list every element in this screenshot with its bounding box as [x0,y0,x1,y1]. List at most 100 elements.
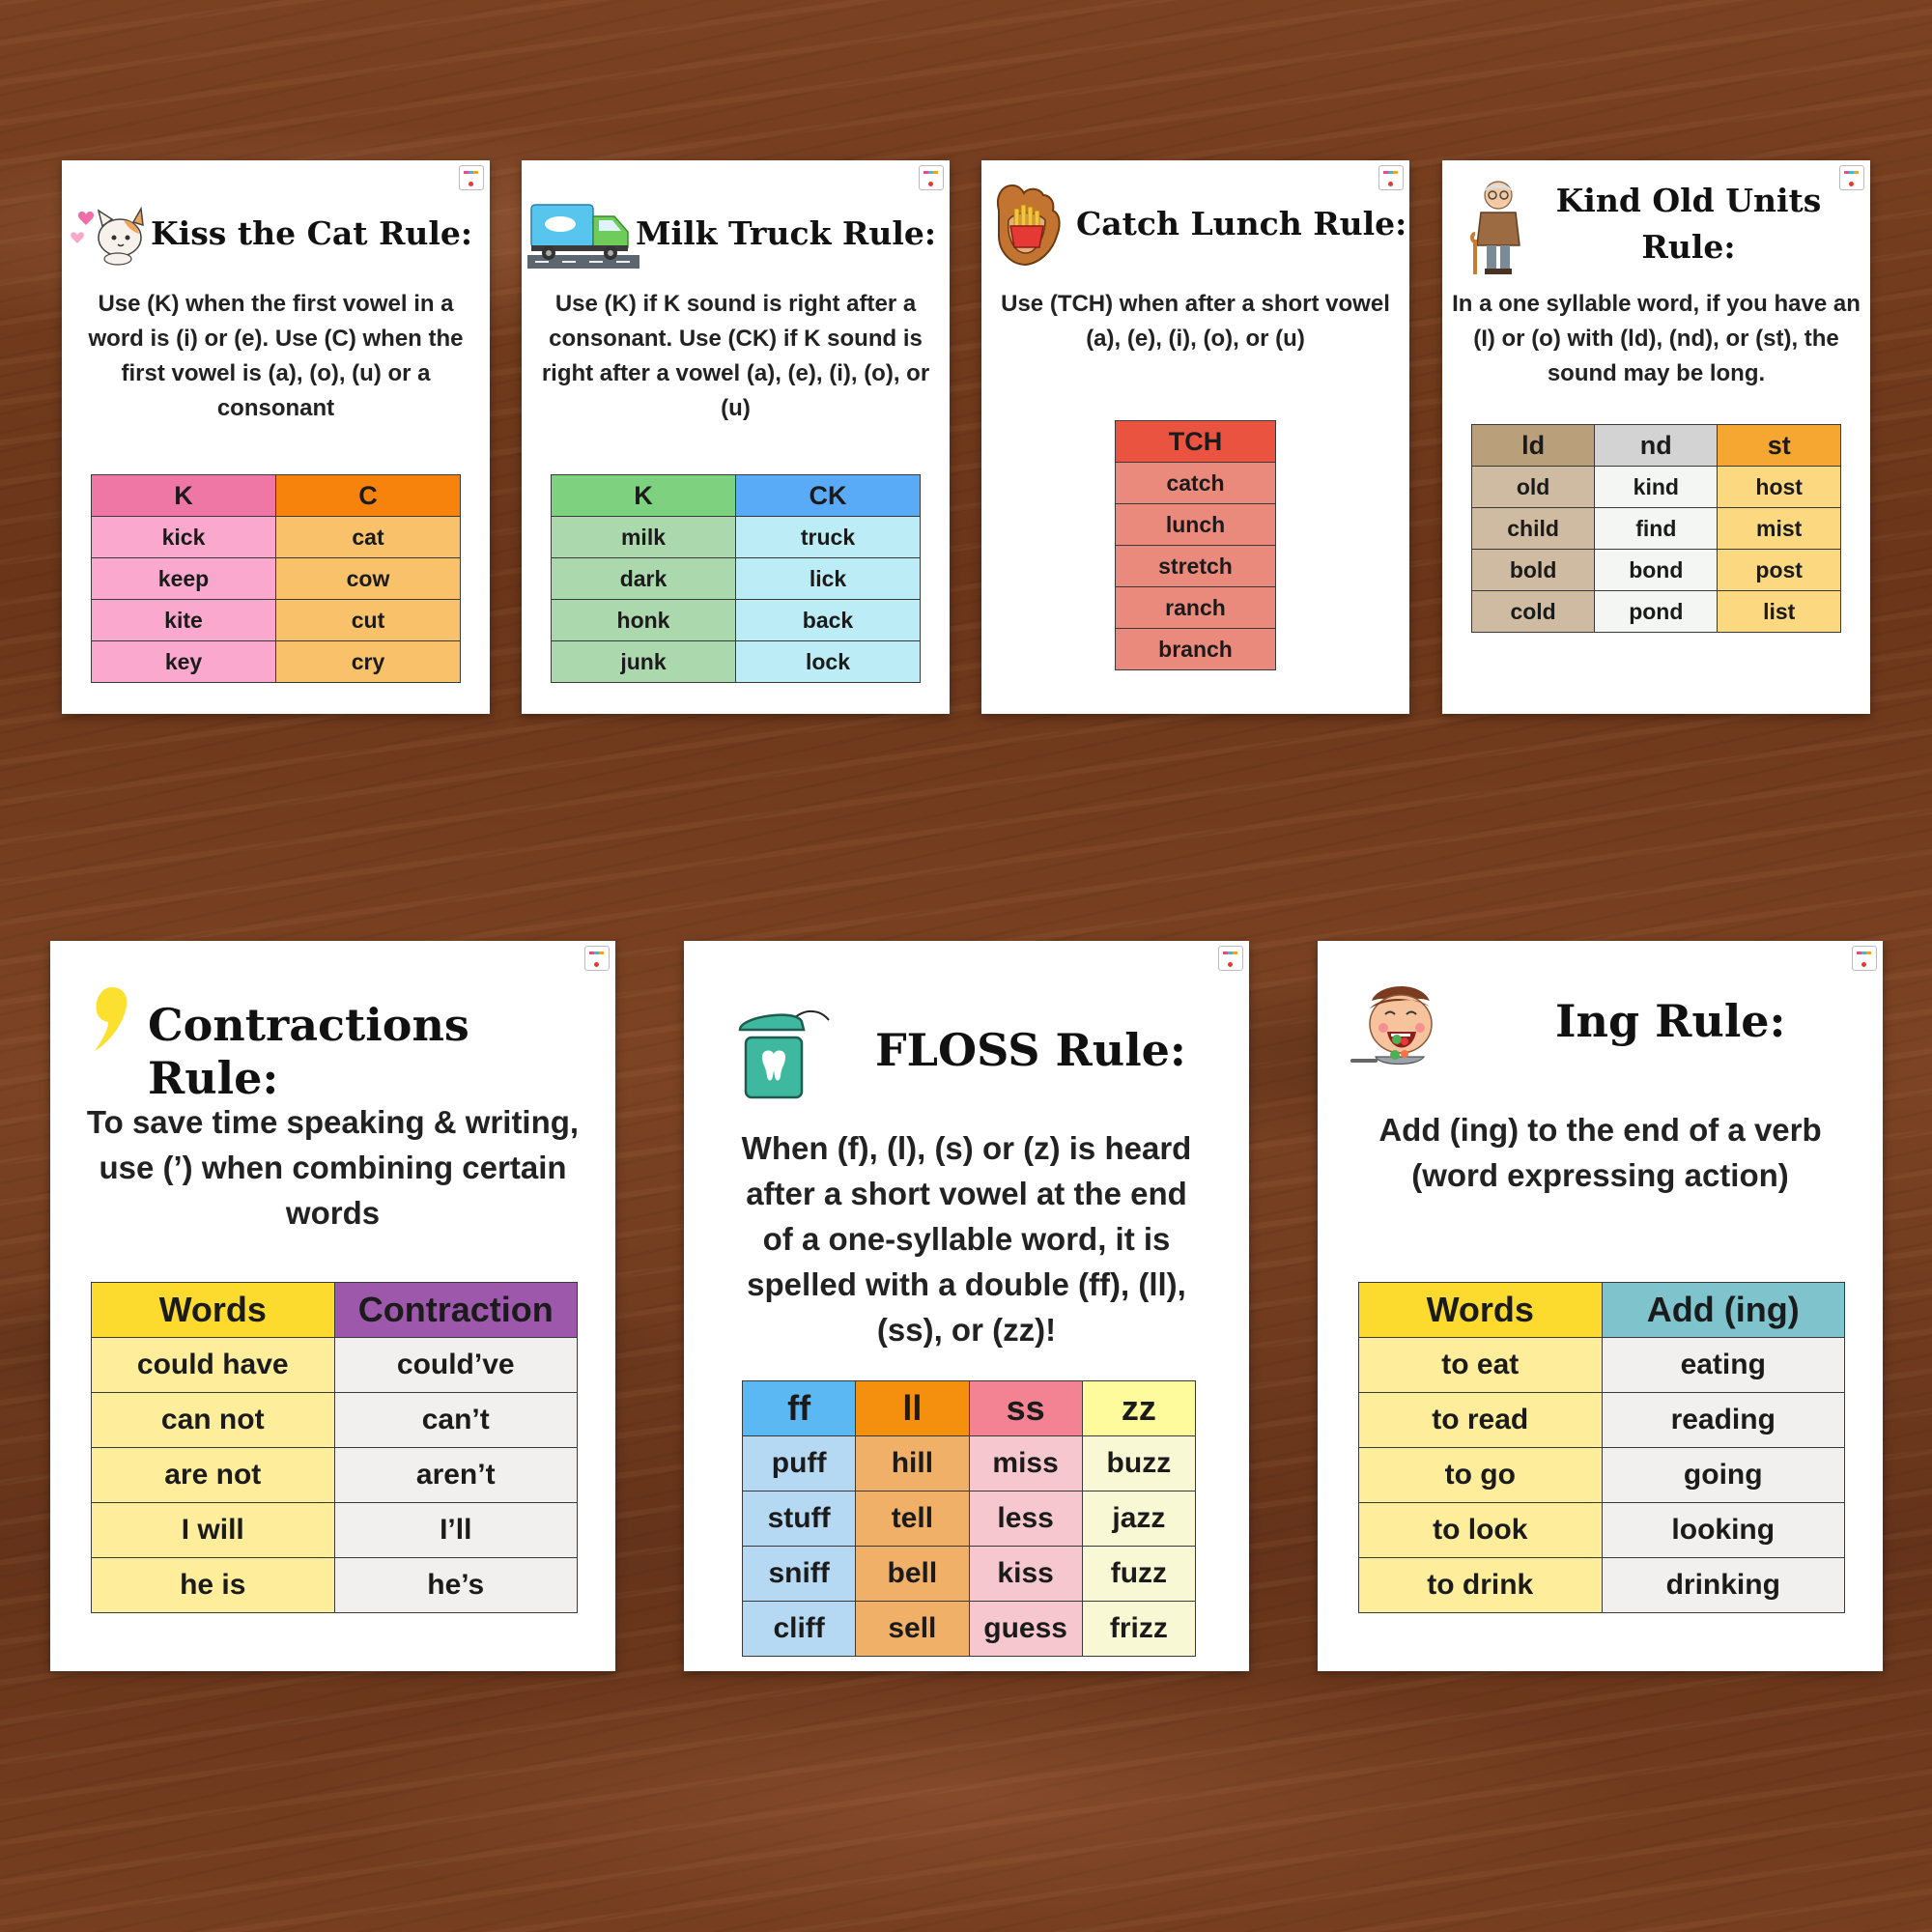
table-row: child find mist [1470,507,1841,550]
table-cell: to go [1358,1447,1603,1503]
table-cell: cry [275,640,461,683]
table-cell: could have [91,1337,335,1393]
table-cell: truck [735,516,921,558]
table-cell: to drink [1358,1557,1603,1613]
card-ing: Ing Rule: Add (ing) to the end of a verb… [1318,941,1883,1671]
table-row: kite cut [91,599,461,641]
header-k: K [551,474,736,517]
table-row: dark lick [551,557,921,600]
table-cell: bond [1594,549,1719,591]
table-header-row: K CK [551,474,921,517]
table-row: to go going [1358,1447,1845,1503]
table-cell: milk [551,516,736,558]
table-cell: jazz [1081,1491,1197,1547]
card-description: Use (K) if K sound is right after a cons… [541,291,930,421]
table-row: milk truck [551,516,921,558]
table-cell: less [968,1491,1083,1547]
table-cell: he’s [333,1557,578,1613]
logo-icon [584,946,610,971]
table-row: bold bond post [1470,549,1841,591]
table-cell: lick [735,557,921,600]
table-cell: mist [1717,507,1841,550]
table-cell: stretch [1115,545,1276,587]
apostrophe-icon [85,983,133,1055]
table-cell: kind [1594,466,1719,508]
table-header-row: ff ll ss zz [741,1380,1197,1436]
table-cell: pond [1594,590,1719,633]
table-row: to drink drinking [1358,1557,1845,1613]
card-title: Milk Truck Rule: [636,214,937,252]
card-title-line2: Rule: [1641,228,1736,266]
table-row: ranch [1115,586,1276,629]
table-cell: eating [1601,1337,1845,1393]
header-k: K [91,474,276,517]
card-description: To save time speaking & writing, use (’)… [86,1104,580,1231]
table-row: stuff tell less jazz [741,1491,1197,1547]
table-cell: cat [275,516,461,558]
table-cell: kick [91,516,276,558]
table-row: sniff bell kiss fuzz [741,1546,1197,1602]
table-cell: cow [275,557,461,600]
card-title: Kiss the Cat Rule: [151,214,473,252]
dental-floss-icon [736,1001,833,1107]
table-row: honk back [551,599,921,641]
card-title: FLOSS Rule: [875,1024,1186,1076]
table-cell: can not [91,1392,335,1448]
table-cell: sell [855,1601,970,1657]
table-cell: going [1601,1447,1845,1503]
table-cell: ranch [1115,586,1276,629]
header-contraction: Contraction [333,1282,578,1338]
table-cell: keep [91,557,276,600]
table-cell: kite [91,599,276,641]
card-title-line1: Kind Old Units [1555,182,1822,219]
table-cell: frizz [1081,1601,1197,1657]
card-catch-lunch: Catch Lunch Rule: Use (TCH) when after a… [981,160,1409,714]
card-description: In a one syllable word, if you have an (… [1452,291,1861,386]
table-cell: junk [551,640,736,683]
cat-icon [70,201,147,269]
header-ck: CK [735,474,921,517]
card-title: Ing Rule: [1555,995,1786,1047]
table-cell: looking [1601,1502,1845,1558]
header-words: Words [91,1282,335,1338]
table-cell: reading [1601,1392,1845,1448]
table-cell: can’t [333,1392,578,1448]
header-st: st [1717,424,1841,467]
old-man-icon [1462,176,1531,278]
table-row: old kind host [1470,466,1841,508]
rule-table: Words Add (ing) to eat eating to read re… [1358,1282,1845,1613]
rule-table: TCH catch lunch stretch ranch branch [1115,420,1276,670]
table-cell: bold [1470,549,1596,591]
table-cell: are not [91,1447,335,1503]
header-ff: ff [741,1380,857,1436]
table-row: kick cat [91,516,461,558]
table-row: stretch [1115,545,1276,587]
table-row: I will I’ll [91,1502,578,1558]
table-cell: miss [968,1435,1083,1492]
table-cell: to look [1358,1502,1603,1558]
card-title: Contractions Rule: [148,999,469,1105]
table-cell: to read [1358,1392,1603,1448]
table-cell: I’ll [333,1502,578,1558]
header-c: C [275,474,461,517]
table-cell: branch [1115,628,1276,670]
header-words: Words [1358,1282,1603,1338]
card-description: Use (TCH) when after a short vowel (a), … [1001,291,1390,352]
table-cell: drinking [1601,1557,1845,1613]
logo-icon [1378,165,1404,190]
table-cell: could’ve [333,1337,578,1393]
table-row: cold pond list [1470,590,1841,633]
logo-icon [459,165,484,190]
card-floss: FLOSS Rule: When (f), (l), (s) or (z) is… [684,941,1249,1671]
table-cell: catch [1115,462,1276,504]
table-row: keep cow [91,557,461,600]
header-zz: zz [1081,1380,1197,1436]
table-cell: aren’t [333,1447,578,1503]
table-header-row: ld nd st [1470,424,1841,467]
header-nd: nd [1594,424,1719,467]
card-kiss-the-cat: Kiss the Cat Rule: Use (K) when the firs… [62,160,490,714]
card-title: Catch Lunch Rule: [1076,205,1407,242]
table-cell: host [1717,466,1841,508]
table-row: key cry [91,640,461,683]
logo-icon [1218,946,1243,971]
